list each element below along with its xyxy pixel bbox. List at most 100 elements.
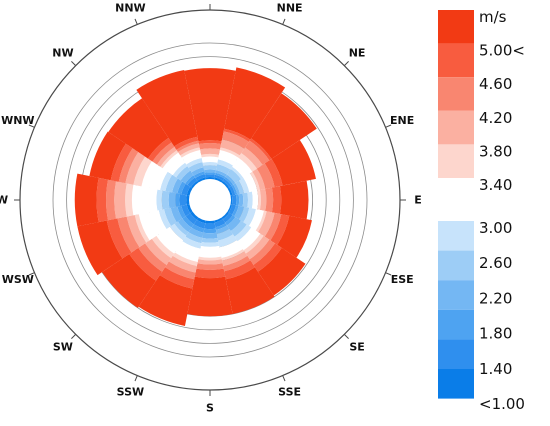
bar-segment-ene-4: [235, 180, 244, 195]
bar-segment-sw-10: [129, 247, 163, 281]
bar-segment-ene-2: [231, 184, 238, 195]
bar-segment-nne-9: [222, 131, 249, 149]
bar-segment-ese-9: [264, 212, 282, 241]
bar-segment-n-1: [204, 174, 216, 178]
bar-segment-w-8: [114, 181, 127, 219]
bar-segment-wsw-7: [134, 214, 150, 243]
bar-segment-s-11: [187, 276, 233, 317]
bar-segment-w-9: [106, 179, 117, 221]
legend-swatch-warm-3: [438, 110, 474, 145]
direction-label-wnw: WNW: [1, 114, 34, 127]
bar-segment-nw-3: [180, 170, 194, 184]
bar-segment-w-1: [179, 194, 187, 206]
legend-label-warm-4: 3.80: [479, 142, 512, 160]
direction-label-nne: NNE: [277, 1, 303, 14]
bar-segment-wsw-0: [186, 204, 193, 214]
bar-segment-sse-2: [215, 223, 227, 230]
tick-sw: [71, 333, 77, 339]
bar-segment-wnw-0: [186, 186, 193, 196]
bar-segment-w-6: [131, 184, 158, 216]
bar-segment-ssw-4: [185, 232, 203, 244]
bar-segment-wnw-11: [89, 131, 126, 181]
tick-se: [343, 333, 349, 339]
bar-segment-wnw-5: [160, 171, 173, 192]
bar-segment-nne-10: [223, 128, 251, 142]
bar-segment-nnw-4: [188, 162, 204, 173]
bar-segment-w-2: [175, 193, 181, 207]
direction-label-ene: ENE: [390, 114, 414, 127]
bar-segment-nw-2: [185, 175, 195, 185]
bar-segment-s-4: [201, 237, 219, 243]
bar-segment-sse-5: [218, 234, 237, 248]
bar-segment-n-3: [204, 169, 216, 173]
direction-ticks: [14, 4, 406, 396]
bar-segment-s-10: [194, 268, 226, 279]
bar-segment-n-9: [198, 142, 222, 150]
bar-segment-ne-7: [238, 153, 257, 172]
bar-segment-wsw-4: [164, 207, 177, 227]
bar-segment-sw-11: [102, 253, 157, 308]
bar-segment-n-4: [203, 165, 217, 171]
direction-label-ssw: SSW: [117, 386, 144, 399]
bar-segment-sw-6: [156, 226, 184, 254]
bar-segment-se-8: [245, 235, 270, 260]
bar-segment-ese-5: [243, 207, 256, 227]
bar-segment-nw-5: [172, 162, 188, 178]
bar-segment-nne-5: [217, 159, 234, 170]
bar-segment-s-7: [198, 256, 222, 261]
bar-segment-se-11: [257, 247, 306, 296]
bar-segment-nne-0: [214, 177, 223, 183]
tick-nne: [282, 18, 286, 25]
bar-segment-w-5: [156, 189, 163, 211]
bar-segment-se-0: [221, 211, 230, 220]
direction-label-s: S: [206, 402, 214, 415]
legend-label-cool-0: 3.00: [479, 219, 512, 237]
tick-wnw: [28, 124, 35, 128]
bar-segment-wnw-7: [133, 156, 152, 187]
bar-segment-w-0: [186, 195, 190, 205]
bar-segment-ne-9: [245, 140, 270, 165]
legend-label-cool-1: 2.60: [479, 254, 512, 272]
bar-segment-nw-8: [156, 146, 177, 167]
bar-segment-nnw-0: [197, 177, 206, 183]
bar-segment-se-7: [243, 233, 264, 254]
bar-segment-e-6: [251, 190, 259, 210]
bar-segment-wsw-2: [177, 205, 186, 219]
bar-segment-w-3: [168, 191, 177, 209]
bar-segment-ne-8: [241, 147, 263, 169]
bar-segment-nw-0: [190, 180, 199, 189]
bar-segment-w-10: [96, 177, 109, 223]
bar-segment-wnw-1: [181, 183, 191, 196]
bar-segment-ene-6: [243, 173, 258, 193]
bar-segment-e-4: [242, 192, 248, 208]
bar-segment-ese-8: [257, 211, 275, 237]
bar-segment-sse-8: [222, 251, 248, 266]
direction-label-nw: NW: [52, 46, 73, 59]
bar-segment-ne-6: [232, 157, 253, 178]
legend-label-warm-2: 4.60: [479, 75, 512, 93]
bar-segment-sw-4: [174, 221, 189, 236]
legend-swatch-warm-0: [438, 10, 474, 44]
tick-nw: [71, 61, 77, 67]
tick-ene: [385, 124, 392, 128]
bar-segment-s-5: [200, 241, 220, 247]
legend-swatch-cool-3: [438, 309, 474, 340]
bar-segment-ssw-0: [196, 217, 206, 224]
legend-swatch-cool-4: [438, 339, 474, 369]
bar-segment-ene-5: [238, 177, 250, 194]
bar-segment-ssw-5: [182, 236, 202, 249]
bar-segment-wnw-9: [118, 148, 139, 184]
legend-swatch-cool-0: [438, 221, 474, 251]
bar-segment-w-11: [74, 173, 99, 227]
bar-segment-sse-6: [219, 240, 243, 258]
bar-segment-ne-1: [222, 178, 232, 188]
bar-segment-ssw-7: [172, 252, 198, 266]
legend-label-warm-1: 5.00<: [479, 42, 525, 60]
bar-segment-nnw-1: [195, 174, 206, 181]
bar-segment-ssw-1: [193, 219, 206, 229]
bar-segment-nw-1: [187, 177, 198, 188]
bar-segment-sse-11: [225, 267, 275, 314]
direction-label-ne: NE: [349, 46, 366, 59]
bar-segment-ssw-8: [168, 255, 197, 273]
